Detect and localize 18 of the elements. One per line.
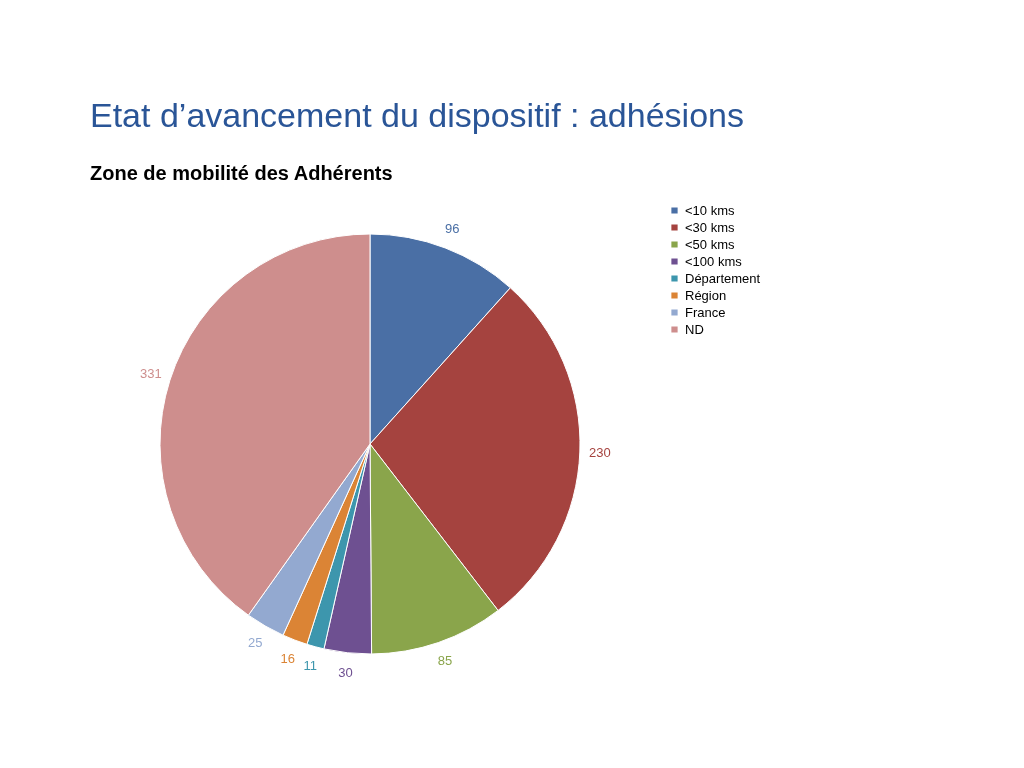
data-label: 331 (140, 366, 162, 382)
chart-subtitle: Zone de mobilité des Adhérents (90, 162, 393, 184)
legend-label: France (685, 304, 726, 320)
data-label: 11 (303, 658, 317, 674)
legend-label: <30 kms (685, 219, 735, 235)
legend-label: <100 kms (685, 253, 743, 269)
legend-label: <50 kms (685, 236, 735, 252)
data-label: 230 (588, 444, 611, 460)
data-label: 85 (437, 653, 453, 669)
data-label: 25 (248, 635, 263, 651)
legend-label: Région (685, 287, 727, 303)
data-label: 30 (338, 664, 353, 680)
legend-label: Département (685, 270, 761, 286)
legend-label: ND (685, 321, 704, 337)
data-label: 16 (280, 650, 295, 666)
chart-title: Etat d’avancement du dispositif : adhésions (90, 96, 744, 134)
data-label: 96 (445, 221, 460, 237)
legend-label: <10 kms (685, 202, 735, 218)
